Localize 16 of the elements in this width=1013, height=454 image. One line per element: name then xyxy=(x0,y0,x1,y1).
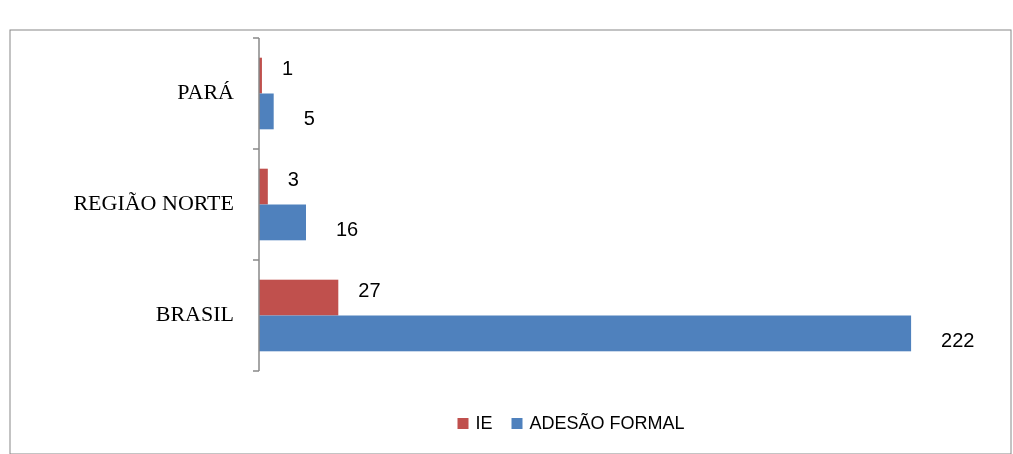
bar xyxy=(259,315,912,352)
data-label: 1 xyxy=(281,56,294,79)
y-tick-label: PARÁ xyxy=(177,78,235,104)
bar xyxy=(259,204,306,241)
legend-label: ADESÃO FORMAL xyxy=(529,411,685,433)
bar xyxy=(259,93,274,130)
data-label: 5 xyxy=(303,106,315,129)
y-tick-label: REGIÃO NORTE xyxy=(73,189,234,215)
data-label: 27 xyxy=(358,278,381,301)
legend-label: IE xyxy=(475,412,493,433)
data-label: 222 xyxy=(941,328,975,351)
bar xyxy=(259,279,339,316)
data-label: 3 xyxy=(287,167,299,190)
data-label: 16 xyxy=(336,217,359,240)
bar xyxy=(259,168,268,205)
y-tick-label: BRASIL xyxy=(155,300,234,326)
